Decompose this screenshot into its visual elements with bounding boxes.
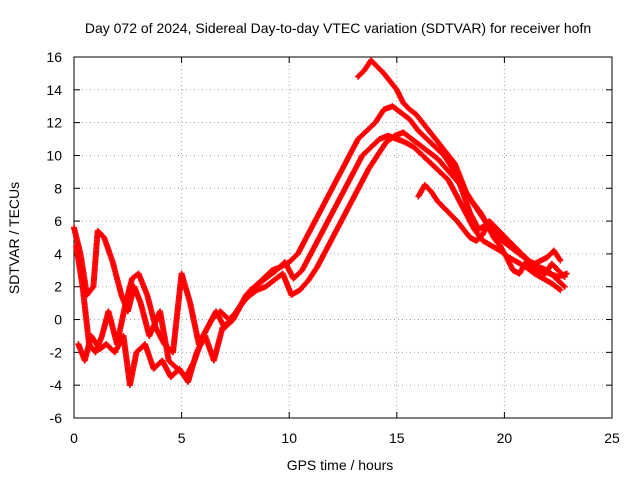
series-track-c xyxy=(75,129,570,389)
y-tick-label: -6 xyxy=(50,410,63,426)
y-tick-label: -4 xyxy=(50,377,63,393)
x-tick-label: 25 xyxy=(604,430,620,446)
y-tick-label: 6 xyxy=(54,213,62,229)
data-point xyxy=(561,273,568,280)
y-tick-label: 0 xyxy=(54,312,62,328)
y-tick-label: 4 xyxy=(54,246,62,262)
y-tick-label: -2 xyxy=(50,344,63,360)
x-axis-label: GPS time / hours xyxy=(287,457,394,473)
x-tick-label: 20 xyxy=(497,430,513,446)
y-tick-label: 16 xyxy=(46,49,62,65)
x-tick-label: 10 xyxy=(281,430,297,446)
data-point xyxy=(561,283,568,290)
data-point xyxy=(557,257,564,264)
data-point xyxy=(557,287,564,294)
y-tick-label: 14 xyxy=(46,82,62,98)
y-tick-label: 2 xyxy=(54,279,62,295)
y-tick-label: 12 xyxy=(46,115,62,131)
series-track-d xyxy=(355,57,568,280)
y-tick-label: 8 xyxy=(54,180,62,196)
data-points xyxy=(71,57,570,389)
chart-title: Day 072 of 2024, Sidereal Day-to-day VTE… xyxy=(85,20,591,36)
data-point xyxy=(563,270,570,277)
grid xyxy=(74,57,612,418)
series-track-e xyxy=(415,181,564,267)
x-tick-label: 5 xyxy=(178,430,186,446)
y-axis-label: SDTVAR / TECUs xyxy=(6,182,22,294)
x-tick-label: 0 xyxy=(70,430,78,446)
y-tick-label: 10 xyxy=(46,147,62,163)
data-point xyxy=(560,272,567,279)
axes: 0 5 10 15 20 25 -6 -4 -2 0 2 4 6 8 10 12 14 16 xyxy=(46,49,620,446)
x-tick-label: 15 xyxy=(389,430,405,446)
